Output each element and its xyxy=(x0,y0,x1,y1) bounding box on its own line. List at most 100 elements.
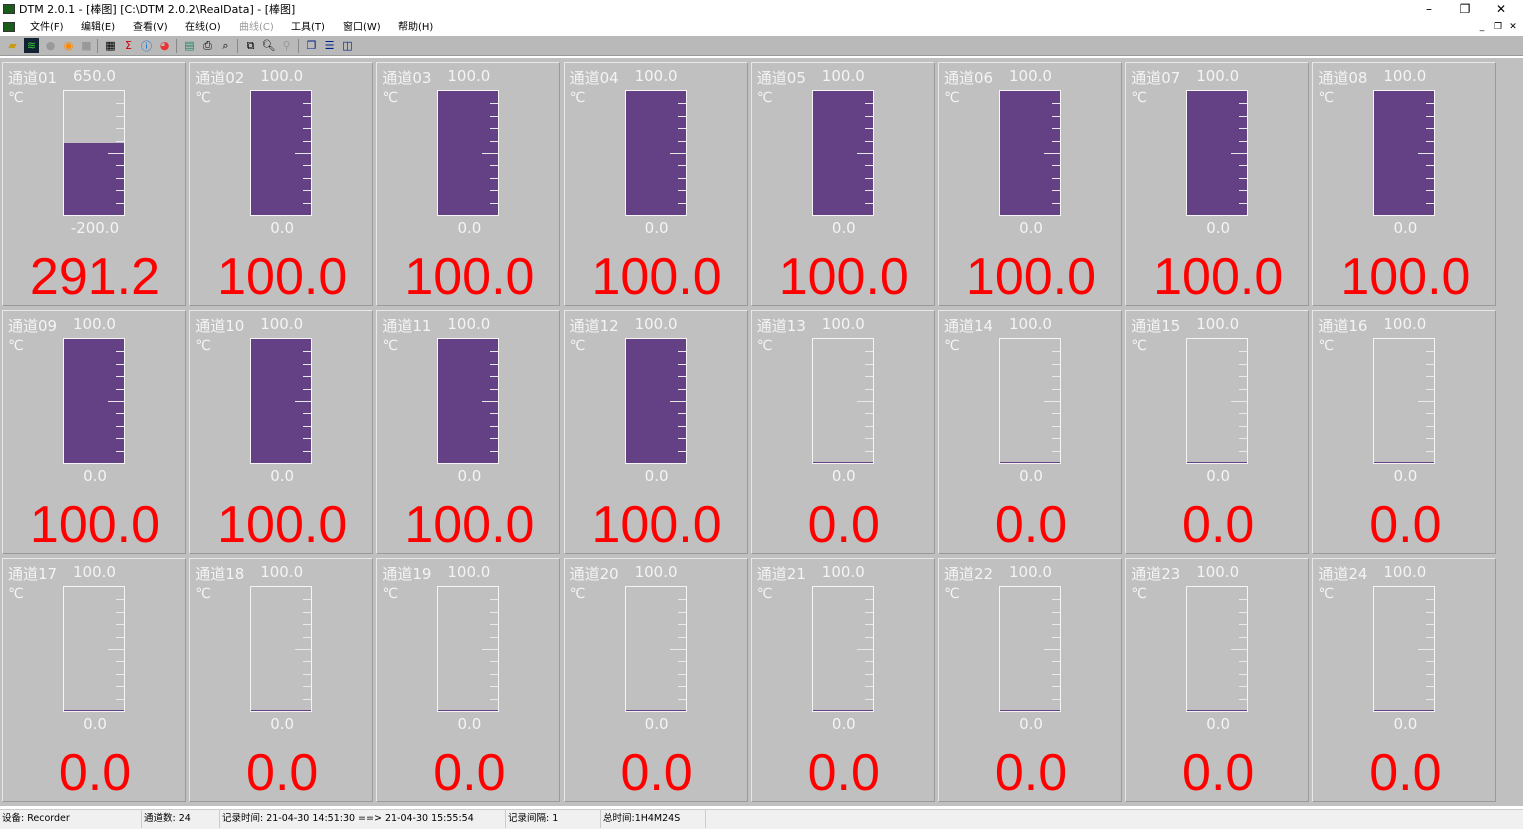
zoom-disabled-icon: ⚲ xyxy=(282,39,291,52)
scale-tick xyxy=(1239,661,1248,663)
mdi-restore-button[interactable]: ❐ xyxy=(1493,22,1503,32)
tile-vertical-icon[interactable]: ◫ xyxy=(342,39,353,52)
channel-value: 100.0 xyxy=(217,248,348,306)
scale-tick xyxy=(1426,624,1435,626)
scale-tick xyxy=(677,128,686,130)
scale-tick xyxy=(303,686,312,688)
channel-unit: ℃ xyxy=(382,90,399,106)
channel-min: 0.0 xyxy=(831,467,856,485)
menu-window[interactable]: 窗口(W) xyxy=(343,22,381,33)
channel-panel[interactable]: 通道07 100.0 ℃ 0.0 100.0 xyxy=(1125,62,1310,306)
channel-panel[interactable]: 通道08 100.0 ℃ 0.0 100.0 xyxy=(1312,62,1497,306)
scale-tick xyxy=(1052,611,1060,613)
info-icon[interactable]: ⓘ xyxy=(141,39,152,53)
channel-bar xyxy=(250,586,313,712)
channel-panel[interactable]: 通道09 100.0 ℃ 0.0 100.0 xyxy=(2,310,186,554)
close-button[interactable]: ✕ xyxy=(1495,2,1507,16)
scale-tick xyxy=(490,624,499,626)
mdi-close-button[interactable]: ✕ xyxy=(1509,22,1517,32)
color-icon[interactable]: ◕ xyxy=(159,39,170,52)
channel-panel[interactable]: 通道24 100.0 ℃ 0.0 0.0 xyxy=(1312,558,1497,802)
channel-panel[interactable]: 通道02 100.0 ℃ 0.0 100.0 xyxy=(189,62,374,306)
export-excel-icon[interactable]: ▤ xyxy=(184,39,195,52)
scale-tick xyxy=(1052,636,1060,638)
status-device: 设备: Recorder xyxy=(0,810,142,828)
channel-panel[interactable]: 通道19 100.0 ℃ 0.0 0.0 xyxy=(376,558,561,802)
channel-unit: ℃ xyxy=(382,586,399,602)
scale-tick xyxy=(1231,401,1248,402)
channel-panel[interactable]: 通道11 100.0 ℃ 0.0 100.0 xyxy=(376,310,561,554)
scale-tick xyxy=(1426,165,1435,167)
cascade-icon[interactable]: ❐ xyxy=(306,39,317,52)
channel-bar-fill xyxy=(1000,710,1060,711)
channel-panel[interactable]: 通道17 100.0 ℃ 0.0 0.0 xyxy=(2,558,186,802)
menu-file[interactable]: 文件(F) xyxy=(30,22,64,33)
channel-panel[interactable]: 通道03 100.0 ℃ 0.0 100.0 xyxy=(376,62,561,306)
channel-unit: ℃ xyxy=(756,90,773,106)
channel-panel[interactable]: 通道14 100.0 ℃ 0.0 0.0 xyxy=(938,310,1122,554)
channel-panel[interactable]: 通道23 100.0 ℃ 0.0 0.0 xyxy=(1125,558,1310,802)
channel-panel[interactable]: 通道12 100.0 ℃ 0.0 100.0 xyxy=(563,310,748,554)
scale-tick xyxy=(677,686,686,688)
scale-tick xyxy=(864,698,873,700)
channel-panel[interactable]: 通道06 100.0 ℃ 0.0 100.0 xyxy=(938,62,1122,306)
menu-view[interactable]: 查看(V) xyxy=(133,22,168,33)
document-icon[interactable] xyxy=(3,22,15,32)
channel-panel[interactable]: 通道20 100.0 ℃ 0.0 0.0 xyxy=(563,558,748,802)
scale-tick xyxy=(677,115,686,117)
channel-panel[interactable]: 通道04 100.0 ℃ 0.0 100.0 xyxy=(563,62,748,306)
scale-tick xyxy=(116,450,124,452)
scale-tick xyxy=(1052,376,1060,378)
scale-tick xyxy=(303,673,312,675)
scale-tick xyxy=(303,636,312,638)
copy-icon[interactable]: ⧉ xyxy=(246,38,255,52)
scale-tick xyxy=(490,450,499,452)
scale-tick xyxy=(116,388,124,390)
scale-tick xyxy=(303,351,312,353)
scale-tick xyxy=(490,202,499,204)
scale-tick xyxy=(1426,661,1435,663)
channel-panel[interactable]: 通道21 100.0 ℃ 0.0 0.0 xyxy=(750,558,935,802)
channel-unit: ℃ xyxy=(195,338,211,354)
channel-max: 100.0 xyxy=(447,67,491,85)
scale-tick xyxy=(1052,698,1060,700)
minimize-button[interactable]: – xyxy=(1426,2,1432,16)
print-preview-icon[interactable]: ⌕ xyxy=(222,38,229,52)
channel-unit: ℃ xyxy=(944,90,960,106)
square-disabled-icon: ■ xyxy=(81,39,92,52)
channel-panel[interactable]: 通道01 650.0 ℃ -200.0 291.2 xyxy=(2,62,186,306)
print-icon[interactable]: ⎙ xyxy=(203,38,212,52)
channel-panel[interactable]: 通道13 100.0 ℃ 0.0 0.0 xyxy=(750,310,935,554)
channel-bar xyxy=(437,90,500,216)
channel-max: 100.0 xyxy=(1009,315,1052,333)
channel-panel[interactable]: 通道15 100.0 ℃ 0.0 0.0 xyxy=(1125,310,1310,554)
channel-value: 100.0 xyxy=(778,248,909,306)
menu-help[interactable]: 帮助(H) xyxy=(398,22,434,33)
menu-online[interactable]: 在线(O) xyxy=(185,22,221,33)
channel-panel[interactable]: 通道16 100.0 ℃ 0.0 0.0 xyxy=(1312,310,1497,554)
menu-tools[interactable]: 工具(T) xyxy=(291,22,325,33)
channel-unit: ℃ xyxy=(1131,586,1147,602)
mdi-minimize-button[interactable]: _ xyxy=(1479,22,1485,32)
stop-icon[interactable]: ◉ xyxy=(63,39,74,52)
menu-edit[interactable]: 编辑(E) xyxy=(81,22,116,33)
scale-tick xyxy=(1239,413,1248,415)
channel-value: 100.0 xyxy=(591,248,722,306)
restore-button[interactable]: ❐ xyxy=(1459,2,1471,16)
channel-max: 100.0 xyxy=(73,315,116,333)
sigma-icon[interactable]: Σ xyxy=(125,39,132,52)
channel-panel[interactable]: 通道22 100.0 ℃ 0.0 0.0 xyxy=(938,558,1122,802)
channel-panel[interactable]: 通道18 100.0 ℃ 0.0 0.0 xyxy=(189,558,374,802)
zoom-icon[interactable]: 🔍︎ xyxy=(261,39,276,52)
tile-horizontal-icon[interactable]: ☰ xyxy=(324,39,335,52)
channel-max: 100.0 xyxy=(260,67,304,85)
channel-panel[interactable]: 通道05 100.0 ℃ 0.0 100.0 xyxy=(750,62,935,306)
waveform-icon[interactable]: ≋ xyxy=(24,38,39,53)
grid-icon[interactable]: ▦ xyxy=(105,39,116,52)
scale-tick xyxy=(669,153,686,154)
scale-tick xyxy=(864,363,873,365)
channel-min: 0.0 xyxy=(457,219,482,237)
open-folder-icon[interactable]: ▰ xyxy=(8,39,17,52)
scale-tick xyxy=(677,177,686,179)
channel-panel[interactable]: 通道10 100.0 ℃ 0.0 100.0 xyxy=(189,310,374,554)
